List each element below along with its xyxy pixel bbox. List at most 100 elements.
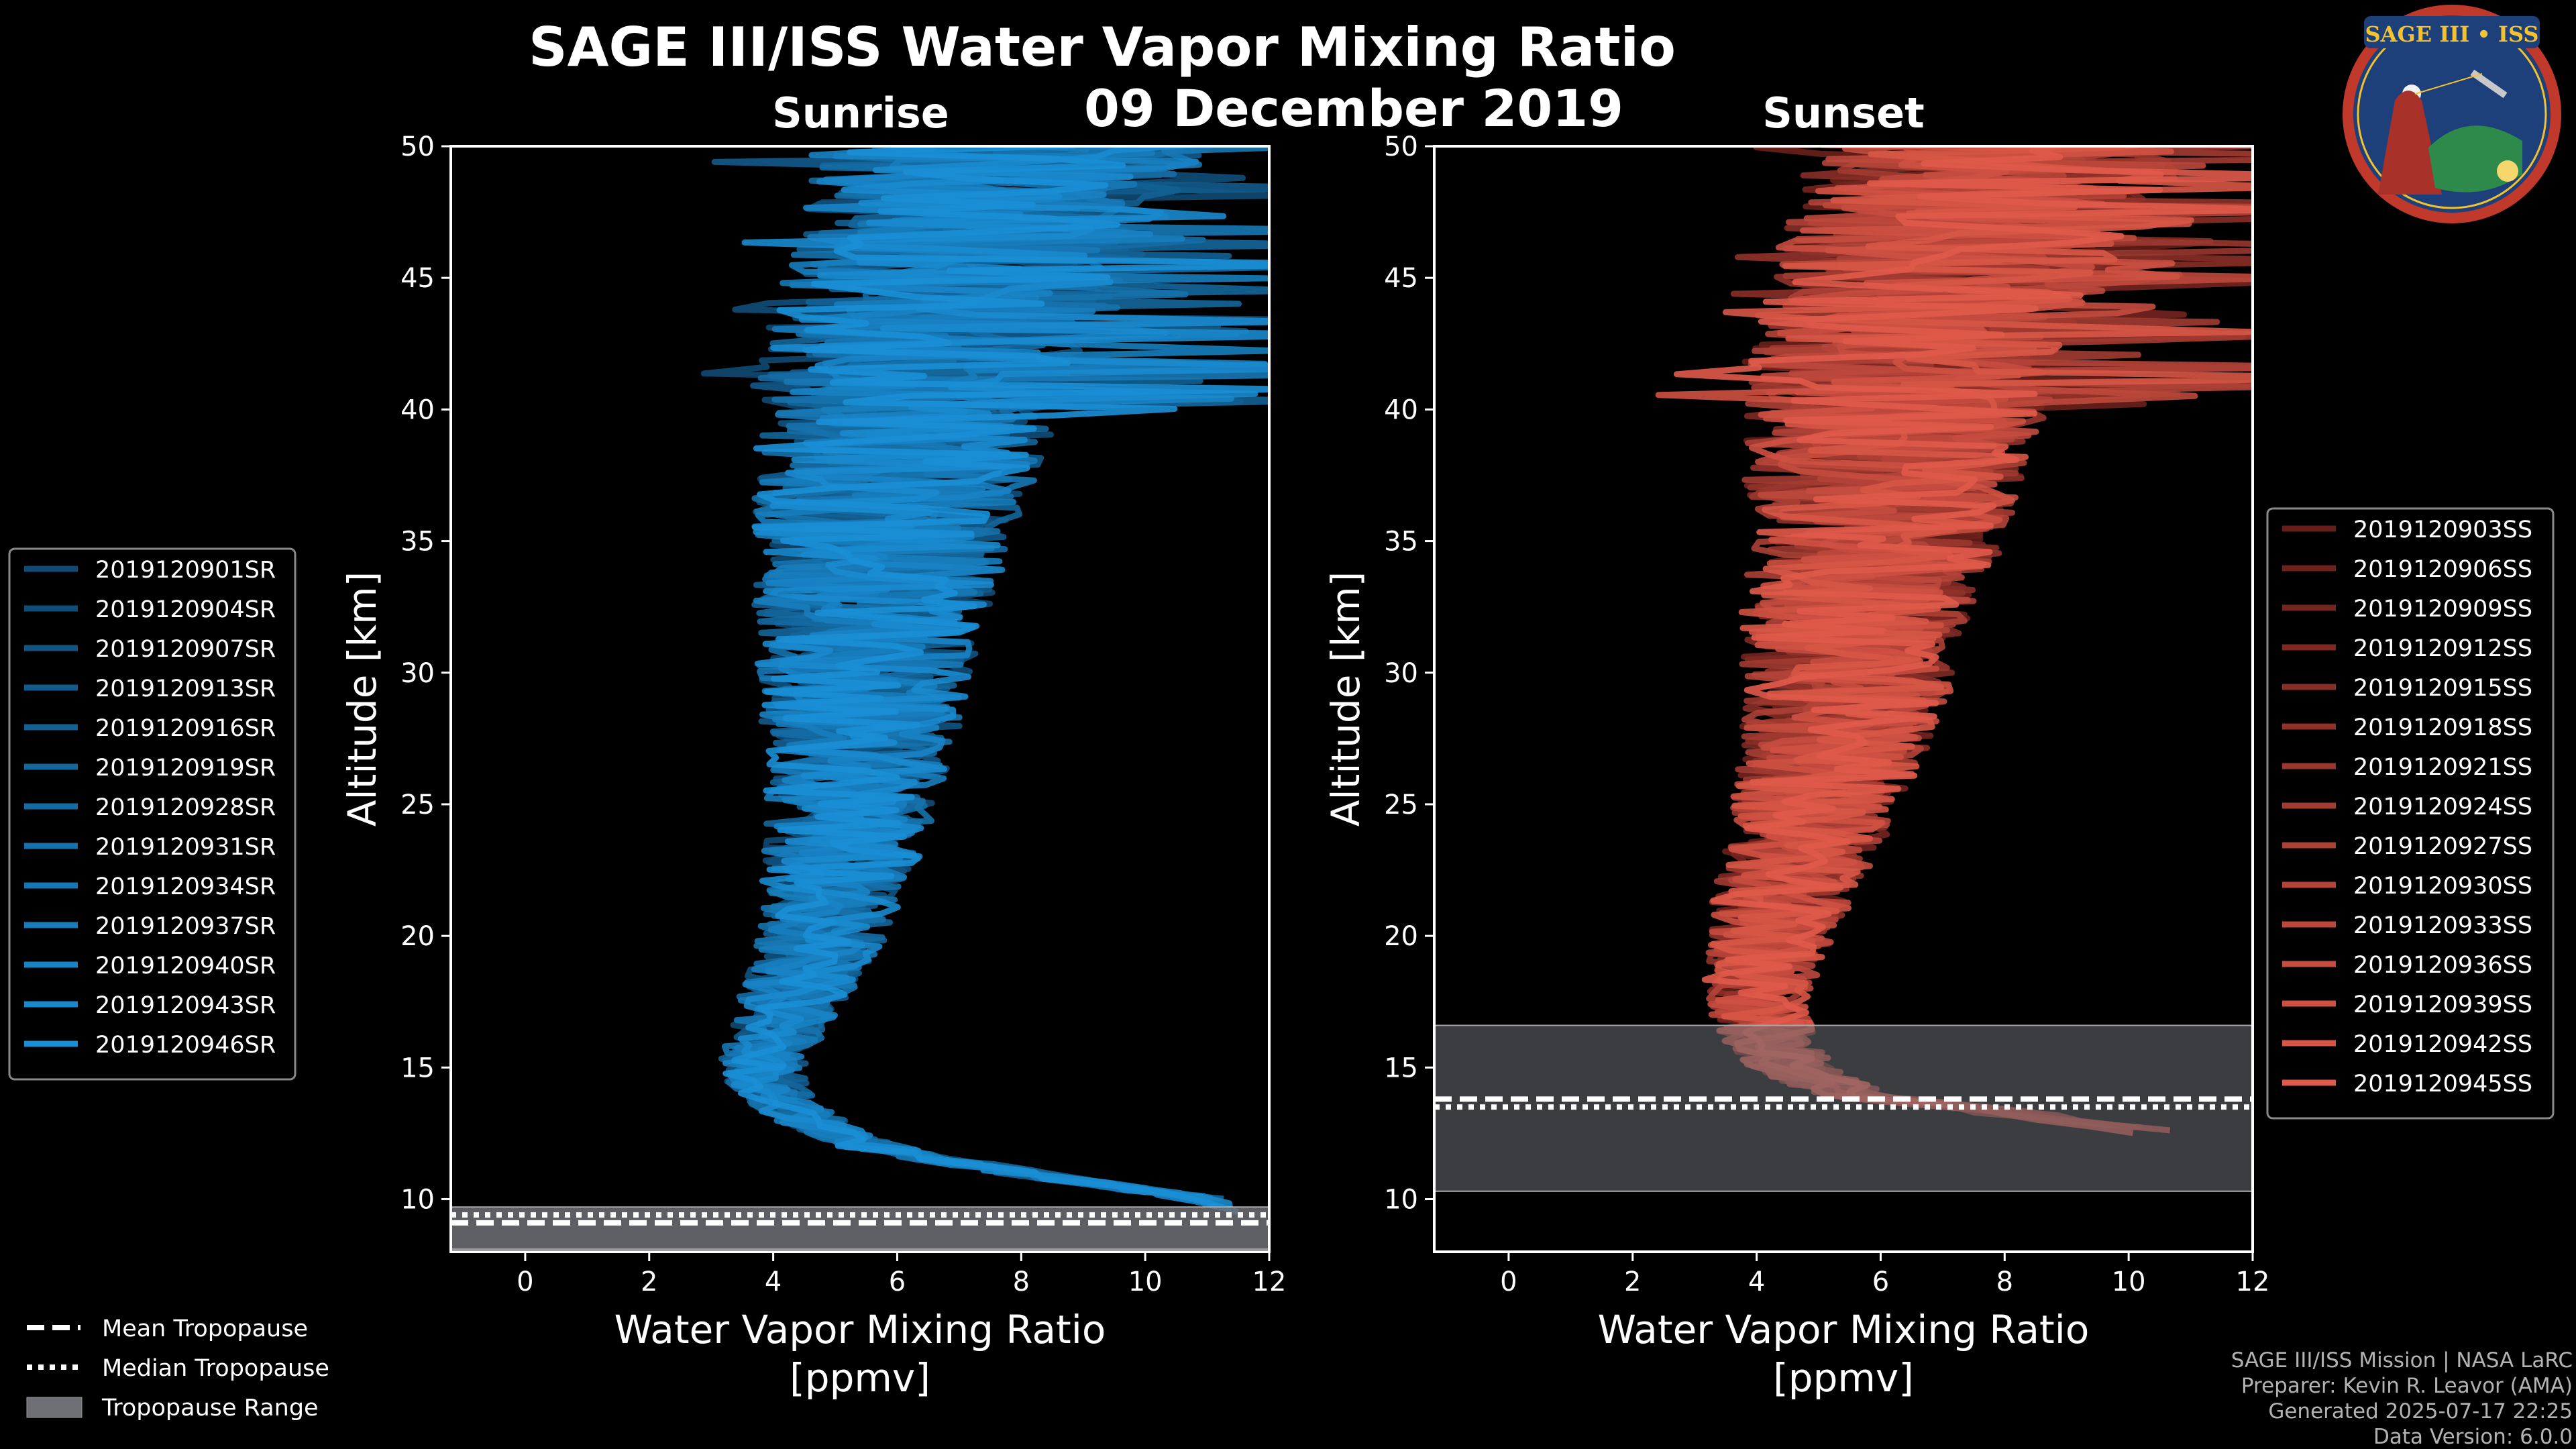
tropopause-legend: Mean Tropopause Median Tropopause Tropop… bbox=[26, 1316, 329, 1421]
sunrise-xlabel-line1: Water Vapor Mixing Ratio bbox=[614, 1307, 1106, 1352]
sunset-ticks: 0 2 4 6 8 10 12 10 15 20 25 30 35 40 45 50 bbox=[1384, 131, 2269, 1297]
legend-entry: 2019120918SS bbox=[2353, 714, 2532, 741]
x-tick-label: 0 bbox=[517, 1267, 533, 1297]
legend-entry: 2019120903SS bbox=[2353, 517, 2532, 543]
y-tick-label: 50 bbox=[1384, 131, 1418, 162]
legend-entry: 2019120906SS bbox=[2353, 556, 2532, 583]
credit-mission: SAGE III/ISS Mission | NASA LaRC bbox=[2231, 1348, 2573, 1373]
y-tick-label: 35 bbox=[400, 527, 435, 557]
legend-entry: 2019120919SR bbox=[95, 755, 276, 782]
legend-entry: 2019120921SS bbox=[2353, 754, 2532, 781]
sunset-xlabel-line2: [ppmv] bbox=[1773, 1355, 1914, 1401]
legend-entry: 2019120933SS bbox=[2353, 912, 2532, 939]
legend-entry: 2019120940SR bbox=[95, 953, 276, 979]
y-tick-label: 25 bbox=[1384, 790, 1418, 820]
x-tick-label: 2 bbox=[1624, 1267, 1641, 1297]
legend-entry: 2019120913SR bbox=[95, 676, 276, 702]
x-tick-label: 6 bbox=[889, 1267, 906, 1297]
y-tick-label: 45 bbox=[1384, 263, 1418, 294]
legend-entry: 2019120934SR bbox=[95, 873, 276, 900]
legend-entry: 2019120915SS bbox=[2353, 675, 2532, 702]
y-tick-label: 50 bbox=[400, 131, 435, 162]
credits: SAGE III/ISS Mission | NASA LaRC Prepare… bbox=[2231, 1348, 2573, 1449]
x-tick-label: 12 bbox=[1252, 1267, 1287, 1297]
credit-generated: Generated 2025-07-17 22:25 bbox=[2268, 1399, 2573, 1424]
legend-entry: 2019120912SS bbox=[2353, 635, 2532, 662]
sunrise-label: Sunrise bbox=[772, 89, 949, 138]
sage-iii-iss-logo: SAGE III • ISS bbox=[2343, 5, 2561, 223]
credit-version: Data Version: 6.0.0 bbox=[2373, 1425, 2573, 1449]
y-tick-label: 40 bbox=[400, 394, 435, 425]
y-tick-label: 20 bbox=[1384, 921, 1418, 952]
legend-entry: 2019120928SR bbox=[95, 794, 276, 821]
sunrise-panel: 0 2 4 6 8 10 12 10 15 20 25 30 35 40 45 50 Water Vapor … bbox=[339, 131, 1286, 1401]
sunset-xlabel-line1: Water Vapor Mixing Ratio bbox=[1598, 1307, 2090, 1352]
profile-line bbox=[1673, 146, 2253, 1108]
credit-preparer: Preparer: Kevin R. Leavor (AMA) bbox=[2241, 1374, 2573, 1398]
y-tick-label: 15 bbox=[1384, 1053, 1418, 1083]
logo-iss-icon bbox=[2470, 69, 2508, 99]
sunset-axes-frame bbox=[1433, 145, 2254, 1253]
sunset-label: Sunset bbox=[1762, 89, 1925, 138]
sunset-panel: 0 2 4 6 8 10 12 10 15 20 25 30 35 40 45 50 Water Vapor … bbox=[1323, 131, 2269, 1401]
sunrise-legend: 2019120901SR 2019120904SR 2019120907SR 2019… bbox=[8, 547, 297, 1081]
y-tick-label: 10 bbox=[1384, 1185, 1418, 1216]
y-tick-label: 30 bbox=[400, 658, 435, 689]
legend-entry: 2019120924SS bbox=[2353, 794, 2532, 820]
legend-entry: 2019120945SS bbox=[2353, 1071, 2532, 1097]
sunrise-axes-frame bbox=[449, 145, 1271, 1253]
tropopause-range-band bbox=[1434, 1024, 2253, 1192]
y-tick-label: 45 bbox=[400, 263, 435, 294]
tropopause-range-label: Tropopause Range bbox=[101, 1395, 319, 1421]
tropopause-range-band bbox=[451, 1206, 1269, 1250]
legend-entry: 2019120904SR bbox=[95, 596, 276, 623]
y-tick-label: 25 bbox=[400, 790, 435, 820]
sunset-ylabel: Altitude [km] bbox=[1323, 572, 1368, 826]
legend-entry: 2019120909SS bbox=[2353, 596, 2532, 623]
legend-entry: 2019120927SS bbox=[2353, 833, 2532, 860]
sunrise-profiles bbox=[700, 146, 1269, 1215]
sunrise-xlabel-line2: [ppmv] bbox=[790, 1355, 930, 1401]
x-tick-label: 2 bbox=[641, 1267, 657, 1297]
y-tick-label: 40 bbox=[1384, 394, 1418, 425]
profile-line bbox=[1709, 146, 2253, 1105]
sunset-profiles bbox=[1655, 146, 2253, 1136]
logo-sun-icon bbox=[2497, 160, 2518, 182]
x-tick-label: 0 bbox=[1500, 1267, 1517, 1297]
x-tick-label: 6 bbox=[1872, 1267, 1889, 1297]
y-tick-label: 35 bbox=[1384, 527, 1418, 557]
y-tick-label: 20 bbox=[400, 921, 435, 952]
x-tick-label: 4 bbox=[1748, 1267, 1765, 1297]
legend-box bbox=[8, 547, 297, 1081]
sunrise-tropopause bbox=[451, 1206, 1269, 1250]
legend-entry: 2019120936SS bbox=[2353, 952, 2532, 979]
sunrise-ylabel: Altitude [km] bbox=[339, 572, 385, 826]
x-tick-label: 8 bbox=[1013, 1267, 1030, 1297]
legend-entry: 2019120937SR bbox=[95, 913, 276, 940]
legend-entry: 2019120907SR bbox=[95, 636, 276, 663]
logo-figure bbox=[2378, 91, 2442, 195]
median-tropopause-label: Median Tropopause bbox=[102, 1355, 329, 1382]
legend-entry: 2019120901SR bbox=[95, 557, 276, 584]
chart-title: SAGE III/ISS Water Vapor Mixing Ratio bbox=[529, 16, 1676, 78]
x-tick-label: 4 bbox=[765, 1267, 782, 1297]
legend-entry: 2019120939SS bbox=[2353, 991, 2532, 1018]
sunset-tropopause bbox=[1434, 1024, 2253, 1192]
sunrise-ticks: 0 2 4 6 8 10 12 10 15 20 25 30 35 40 45 50 bbox=[400, 131, 1286, 1297]
x-tick-label: 8 bbox=[1996, 1267, 2013, 1297]
legend-entry: 2019120942SS bbox=[2353, 1031, 2532, 1058]
y-tick-label: 15 bbox=[400, 1053, 435, 1083]
x-tick-label: 10 bbox=[1128, 1267, 1163, 1297]
sunset-legend: 2019120903SS 2019120906SS 2019120909SS 2019… bbox=[2266, 507, 2555, 1120]
legend-entry: 2019120931SR bbox=[95, 834, 276, 861]
legend-box bbox=[2266, 507, 2555, 1120]
x-tick-label: 10 bbox=[2112, 1267, 2146, 1297]
profile-line bbox=[722, 146, 1269, 1215]
legend-entry: 2019120916SR bbox=[95, 715, 276, 742]
y-tick-label: 30 bbox=[1384, 658, 1418, 689]
mean-tropopause-label: Mean Tropopause bbox=[102, 1316, 308, 1342]
x-tick-label: 12 bbox=[2236, 1267, 2270, 1297]
profile-line bbox=[731, 146, 1269, 1211]
chart-date: 09 December 2019 bbox=[1084, 78, 1623, 138]
